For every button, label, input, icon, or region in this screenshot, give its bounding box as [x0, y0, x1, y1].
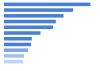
plot [4, 3, 90, 64]
bar [4, 54, 24, 58]
bar [4, 37, 32, 41]
bar [4, 48, 28, 52]
bar [4, 43, 31, 47]
chart [0, 0, 100, 71]
bar [4, 20, 56, 24]
bar [4, 60, 23, 64]
bar [4, 14, 64, 18]
bars [4, 3, 90, 64]
bar [4, 3, 90, 7]
bar [4, 25, 53, 29]
bar [4, 31, 40, 35]
bar [4, 8, 73, 12]
